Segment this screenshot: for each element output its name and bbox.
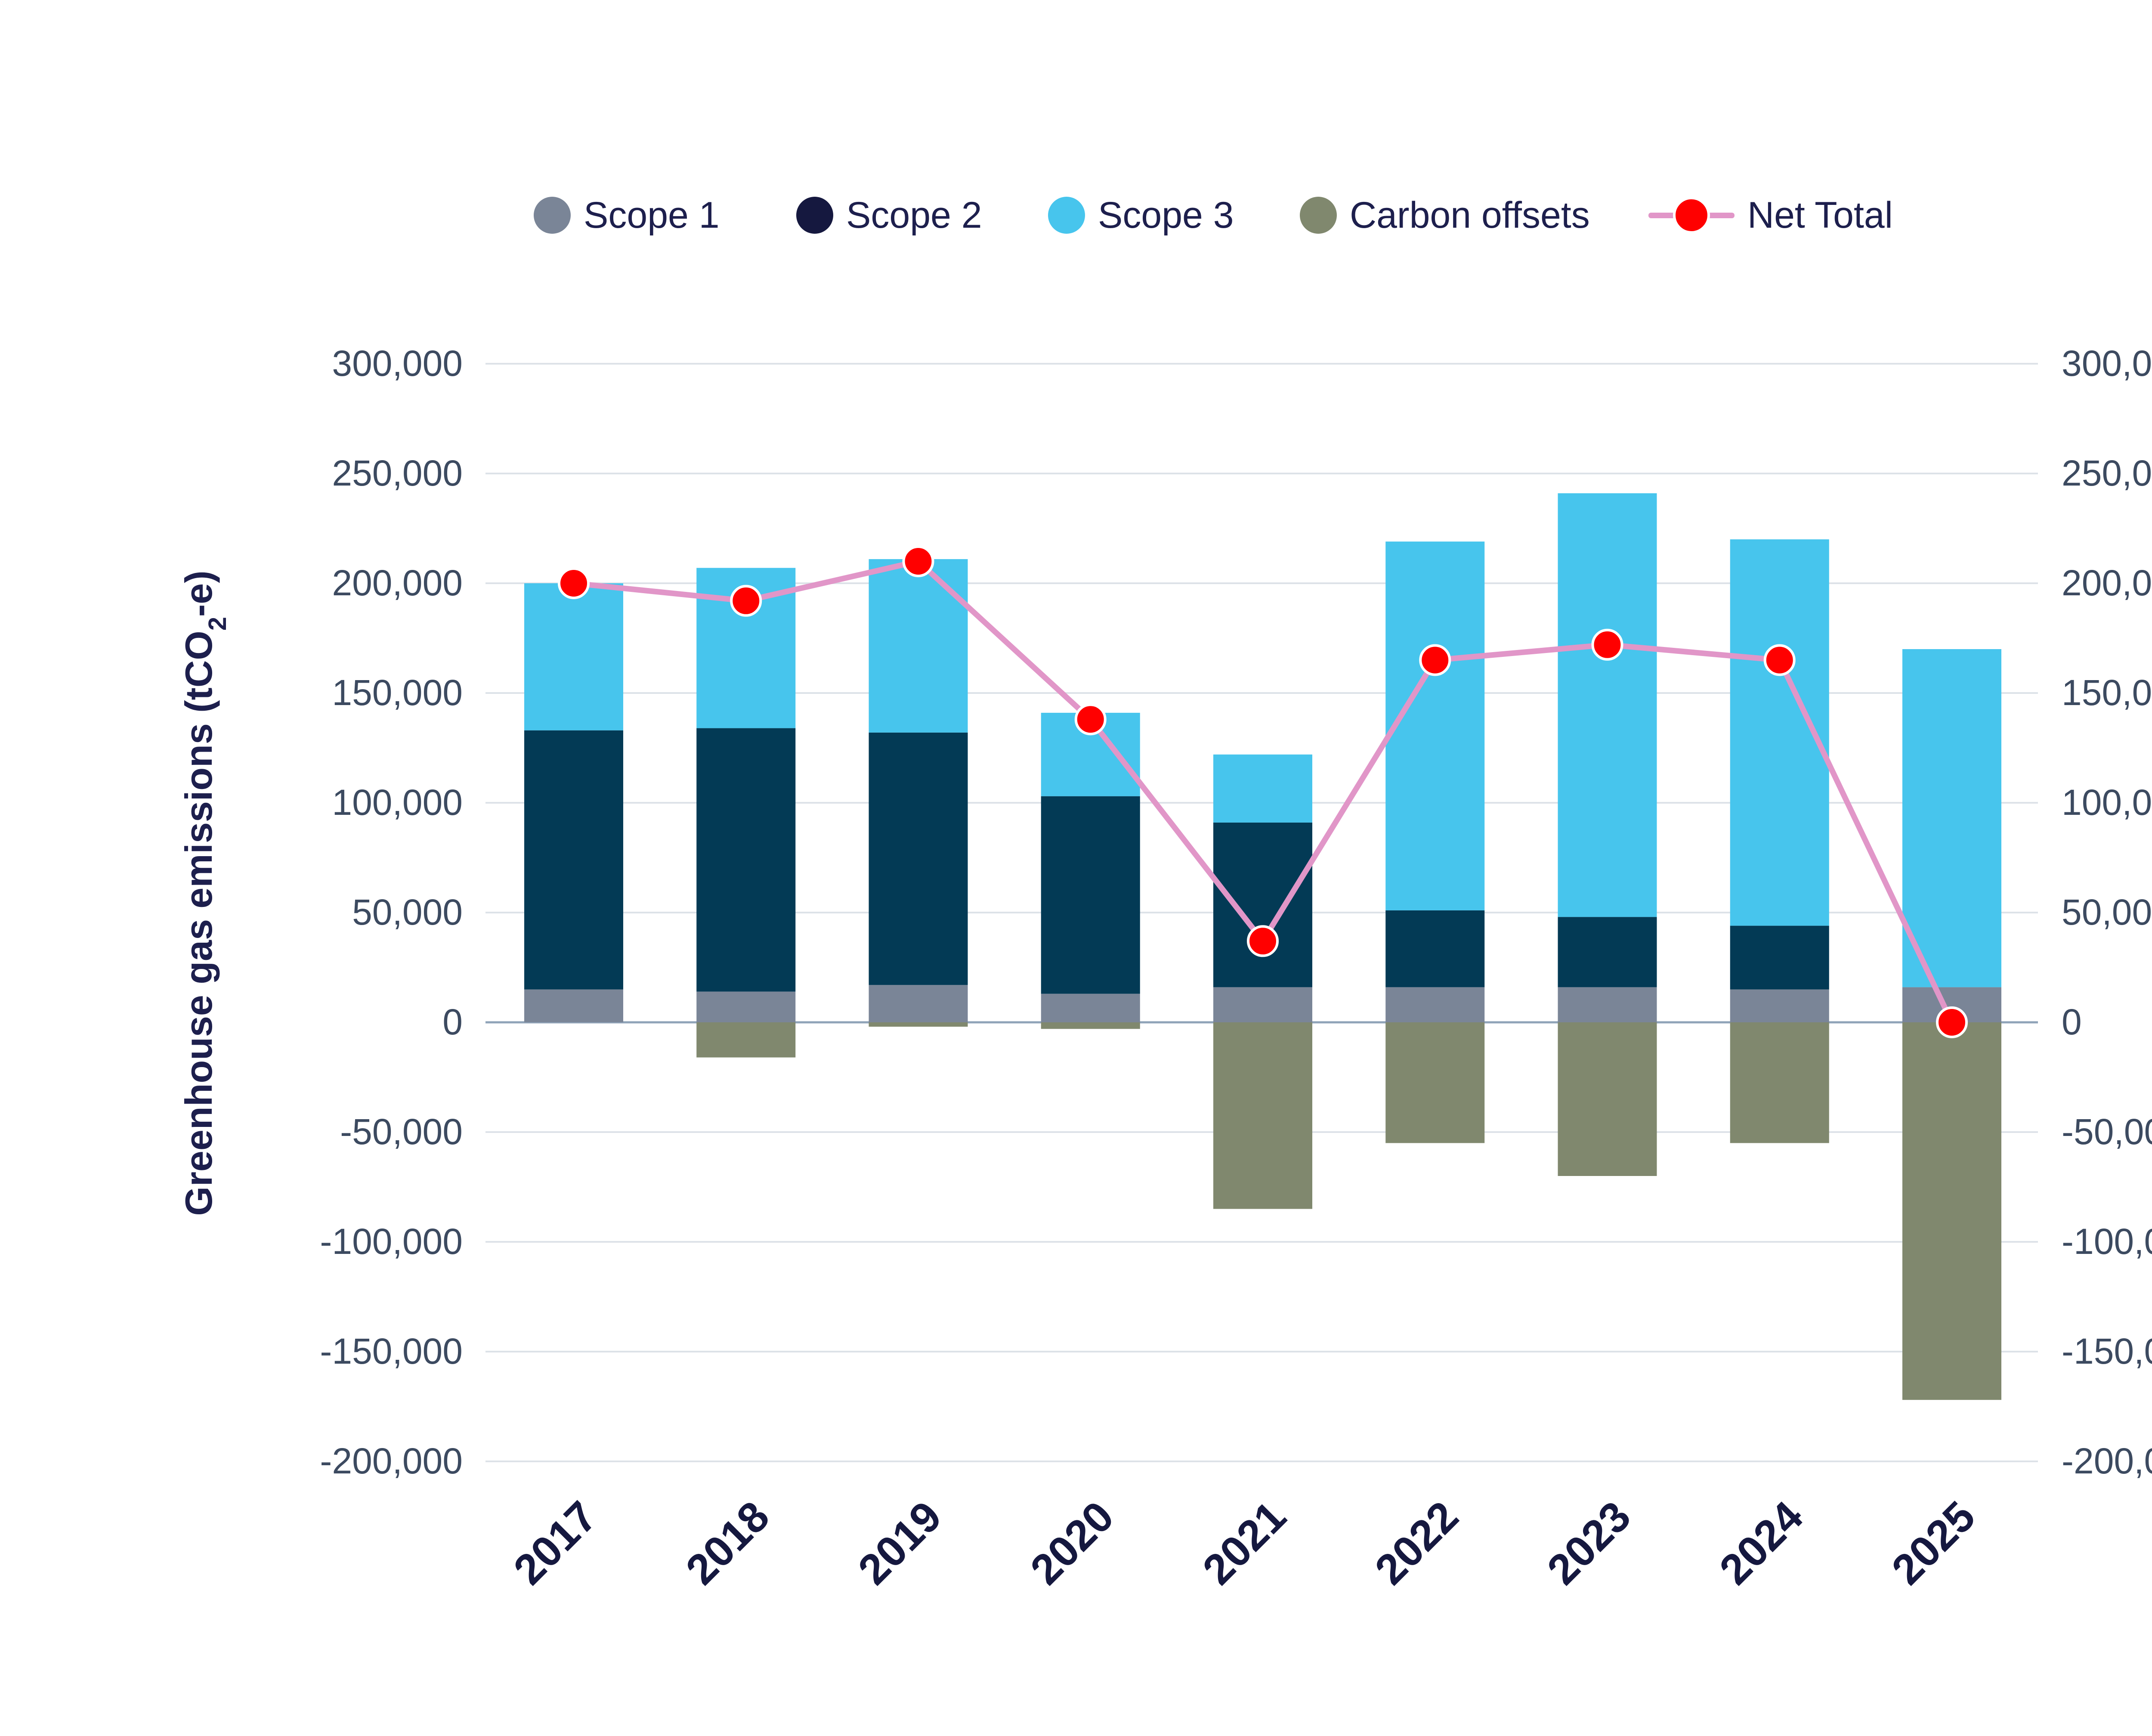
legend-point-net-total (1673, 197, 1710, 234)
net-total-point-2019 (902, 545, 934, 577)
y-tick-label-right: -50,000 (2062, 1111, 2152, 1152)
bar-carbon-offsets-2021 (1213, 1022, 1312, 1209)
bar-scope-1-2017 (524, 989, 623, 1022)
legend-label-scope-3: Scope 3 (1098, 194, 1234, 236)
legend-item-scope-1: Scope 1 (534, 181, 720, 250)
bar-scope-1-2021 (1213, 987, 1312, 1022)
y-tick-label-right: 150,000 (2062, 672, 2152, 713)
bar-scope-3-2023 (1558, 493, 1657, 917)
y-tick-label-left: -200,000 (320, 1441, 463, 1481)
x-tick-label-2019: 2019 (849, 1492, 951, 1594)
bar-scope-2-2017 (524, 730, 623, 990)
y-tick-label-right: 0 (2062, 1002, 2082, 1042)
bar-scope-1-2023 (1558, 987, 1657, 1022)
y-axis-title: Greenhouse gas emissions (tCO2-e) (177, 570, 232, 1216)
bar-carbon-offsets-2022 (1385, 1022, 1485, 1143)
net-total-point-2025 (1936, 1006, 1968, 1038)
bar-scope-3-2019 (869, 559, 968, 733)
y-tick-label-right: -100,000 (2062, 1221, 2152, 1262)
bar-scope-3-2017 (524, 583, 623, 730)
y-tick-label-right: 50,000 (2062, 892, 2152, 932)
bar-scope-1-2024 (1730, 989, 1829, 1022)
legend-label-scope-2: Scope 2 (846, 194, 982, 236)
legend-item-carbon-offsets: Carbon offsets (1300, 181, 1590, 250)
legend-label-scope-1: Scope 1 (584, 194, 720, 236)
x-tick-label-2024: 2024 (1710, 1492, 1812, 1594)
bar-scope-3-2022 (1385, 542, 1485, 910)
bar-scope-2-2021 (1213, 822, 1312, 987)
bar-carbon-offsets-2020 (1041, 1022, 1140, 1029)
legend-item-scope-2: Scope 2 (796, 181, 982, 250)
legend-item-scope-3: Scope 3 (1048, 181, 1234, 250)
bar-scope-1-2018 (696, 991, 796, 1022)
y-tick-label-left: 150,000 (332, 672, 463, 713)
y-tick-label-left: 250,000 (332, 453, 463, 493)
bar-carbon-offsets-2019 (869, 1022, 968, 1027)
y-tick-label-right: -200,000 (2062, 1441, 2152, 1481)
legend-item-net-total: Net Total (1648, 181, 1893, 250)
legend-marker-net-total (1648, 197, 1735, 234)
net-total-point-2021 (1247, 925, 1279, 957)
y-tick-label-right: 300,000 (2062, 343, 2152, 384)
y-tick-label-left: -100,000 (320, 1221, 463, 1262)
x-tick-label-2023: 2023 (1538, 1492, 1640, 1594)
x-tick-label-2021: 2021 (1193, 1492, 1296, 1594)
legend-label-carbon-offsets: Carbon offsets (1350, 194, 1590, 236)
bar-carbon-offsets-2018 (696, 1022, 796, 1058)
x-tick-label-2017: 2017 (504, 1492, 606, 1594)
net-total-point-2024 (1763, 644, 1796, 676)
y-tick-label-right: 250,000 (2062, 453, 2152, 493)
bar-scope-3-2021 (1213, 754, 1312, 823)
net-total-point-2017 (558, 567, 590, 599)
x-tick-label-2025: 2025 (1883, 1492, 1985, 1594)
net-total-point-2022 (1419, 644, 1451, 676)
x-tick-label-2022: 2022 (1366, 1492, 1468, 1594)
legend-marker-scope-2 (796, 197, 833, 234)
legend-marker-scope-3 (1048, 197, 1085, 234)
bar-scope-3-2025 (1902, 649, 2001, 987)
y-tick-label-left: -150,000 (320, 1331, 463, 1371)
bar-scope-2-2019 (869, 732, 968, 985)
y-tick-label-left: 100,000 (332, 782, 463, 823)
y-tick-label-right: 100,000 (2062, 782, 2152, 823)
y-tick-label-left: 200,000 (332, 563, 463, 603)
bar-carbon-offsets-2025 (1902, 1022, 2001, 1400)
legend-marker-scope-1 (534, 197, 571, 234)
bar-scope-2-2024 (1730, 925, 1829, 990)
bar-scope-1-2019 (869, 985, 968, 1022)
net-total-point-2018 (730, 585, 762, 617)
x-axis: 2017 2018 2019 2020 2021 2022 2023 2024 2025 (504, 1492, 1985, 1594)
y-tick-label-right: 200,000 (2062, 563, 2152, 603)
net-total-point-2020 (1074, 703, 1107, 736)
legend: Scope 1 Scope 2 Scope 3 Carbon offsets N… (0, 181, 2152, 250)
x-tick-label-2018: 2018 (677, 1492, 779, 1594)
legend-label-net-total: Net Total (1747, 194, 1893, 236)
y-tick-label-right: -150,000 (2062, 1331, 2152, 1371)
bar-scope-2-2023 (1558, 917, 1657, 987)
y-axis-title-subscript: 2 (204, 617, 232, 631)
net-total-point-2023 (1591, 628, 1623, 661)
bar-carbon-offsets-2024 (1730, 1022, 1829, 1143)
bar-scope-1-2022 (1385, 987, 1485, 1022)
y-tick-label-left: 0 (442, 1002, 463, 1042)
bar-scope-2-2022 (1385, 910, 1485, 987)
net-total-line (558, 545, 1968, 1038)
legend-marker-carbon-offsets (1300, 197, 1337, 234)
y-axis-right: 300,000 250,000 200,000 150,000 100,000 50,00… (2062, 343, 2152, 1481)
y-tick-label-left: 50,000 (352, 892, 463, 932)
y-axis-title-text: Greenhouse gas emissions (tCO (177, 631, 220, 1216)
x-tick-label-2020: 2020 (1021, 1492, 1123, 1594)
bar-scope-1-2020 (1041, 993, 1140, 1022)
y-tick-label-left: -50,000 (340, 1111, 463, 1152)
bar-scope-2-2020 (1041, 796, 1140, 994)
y-axis-title-unit-suffix: -e) (177, 570, 220, 617)
bar-carbon-offsets-2023 (1558, 1022, 1657, 1176)
y-tick-label-left: 300,000 (332, 343, 463, 384)
bar-scope-2-2018 (696, 728, 796, 992)
y-axis-left: 300,000 250,000 200,000 150,000 100,000 50,00… (320, 343, 463, 1481)
